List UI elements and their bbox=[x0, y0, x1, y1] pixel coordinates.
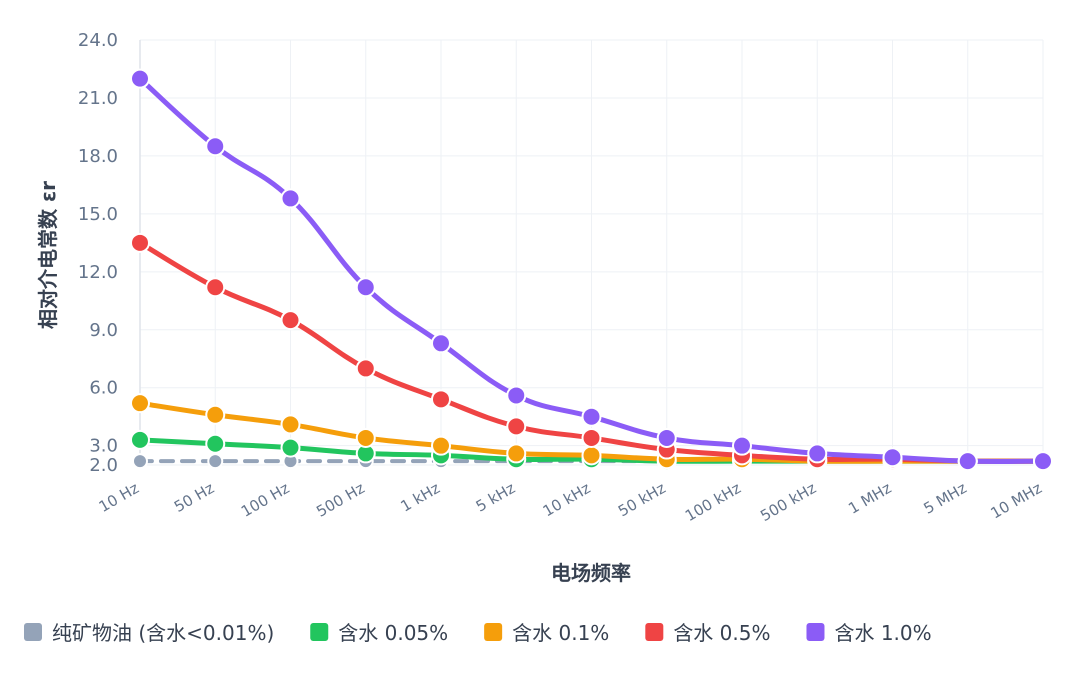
x-tick-label: 50 Hz bbox=[171, 479, 217, 516]
y-axis-title: 相对介电常数 εr bbox=[36, 181, 60, 329]
x-tick-label: 10 kHz bbox=[540, 479, 594, 520]
data-point-4-1[interactable] bbox=[205, 136, 226, 157]
x-tick-label: 5 MHz bbox=[921, 479, 970, 518]
y-tick-label: 24.0 bbox=[78, 30, 118, 51]
legend-swatch-0[interactable] bbox=[24, 623, 42, 641]
data-point-2-0[interactable] bbox=[130, 393, 150, 414]
data-point-4-2[interactable] bbox=[280, 188, 301, 209]
data-point-3-0[interactable] bbox=[130, 232, 150, 253]
x-tick-label: 100 Hz bbox=[238, 479, 293, 521]
data-point-2-1[interactable] bbox=[205, 404, 226, 425]
legend-swatch-4[interactable] bbox=[806, 623, 825, 641]
y-tick-label: 18.0 bbox=[78, 146, 118, 167]
data-point-2-6[interactable] bbox=[581, 445, 602, 466]
y-tick-label: 6.0 bbox=[89, 378, 118, 399]
series-points bbox=[130, 68, 1053, 472]
data-point-0-0[interactable] bbox=[132, 453, 148, 470]
x-tick-label: 5 kHz bbox=[473, 479, 519, 516]
legend-label-2[interactable]: 含水 0.1% bbox=[512, 621, 609, 645]
data-point-4-12[interactable] bbox=[1033, 451, 1053, 472]
legend-swatch-1[interactable] bbox=[310, 623, 329, 641]
x-tick-label: 50 kHz bbox=[615, 479, 669, 520]
data-point-2-4[interactable] bbox=[431, 435, 451, 456]
data-point-4-11[interactable] bbox=[957, 451, 978, 472]
data-point-4-9[interactable] bbox=[807, 443, 828, 464]
data-point-4-10[interactable] bbox=[882, 447, 903, 468]
legend-swatch-2[interactable] bbox=[484, 623, 503, 641]
data-point-4-8[interactable] bbox=[732, 435, 752, 456]
x-axis-title: 电场频率 bbox=[551, 561, 631, 585]
x-tick-label: 1 MHz bbox=[845, 479, 894, 518]
data-point-3-2[interactable] bbox=[280, 310, 301, 331]
x-tick-label: 1 kHz bbox=[397, 479, 443, 516]
data-point-3-3[interactable] bbox=[355, 358, 376, 379]
legend-label-0[interactable]: 纯矿物油 (含水<0.01%) bbox=[52, 621, 274, 645]
x-tick-label: 10 Hz bbox=[96, 479, 142, 516]
data-point-1-2[interactable] bbox=[280, 437, 301, 458]
y-tick-label: 3.0 bbox=[89, 436, 118, 457]
data-point-2-3[interactable] bbox=[355, 427, 376, 448]
y-tick-label: 12.0 bbox=[78, 262, 118, 283]
y-tick-label: 21.0 bbox=[78, 88, 118, 109]
legend-label-4[interactable]: 含水 1.0% bbox=[834, 621, 931, 645]
data-point-2-2[interactable] bbox=[280, 414, 301, 435]
legend: 纯矿物油 (含水<0.01%) 含水 0.05% 含水 0.1% 含水 0.5% 含水 … bbox=[24, 621, 932, 645]
data-point-3-6[interactable] bbox=[581, 427, 602, 448]
data-point-4-5[interactable] bbox=[506, 385, 527, 406]
legend-label-1[interactable]: 含水 0.05% bbox=[338, 621, 448, 645]
data-point-0-1[interactable] bbox=[207, 453, 224, 470]
data-point-1-1[interactable] bbox=[205, 433, 226, 454]
data-point-4-3[interactable] bbox=[355, 277, 376, 298]
y-tick-label: 2.0 bbox=[89, 455, 118, 476]
data-point-3-4[interactable] bbox=[431, 389, 451, 410]
x-tick-label: 10 MHz bbox=[988, 479, 1046, 523]
legend-label-3[interactable]: 含水 0.5% bbox=[673, 621, 770, 645]
legend-swatch-3[interactable] bbox=[645, 623, 664, 641]
data-point-4-4[interactable] bbox=[431, 333, 451, 354]
data-point-4-6[interactable] bbox=[581, 406, 602, 427]
data-point-2-5[interactable] bbox=[506, 443, 527, 464]
x-tick-label: 500 kHz bbox=[757, 479, 819, 525]
data-point-1-0[interactable] bbox=[130, 429, 150, 450]
y-tick-label: 15.0 bbox=[78, 204, 118, 225]
data-point-3-1[interactable] bbox=[205, 277, 226, 298]
grid bbox=[139, 39, 1044, 466]
y-tick-label: 9.0 bbox=[89, 320, 118, 341]
data-point-4-0[interactable] bbox=[130, 68, 150, 89]
x-tick-label: 100 kHz bbox=[682, 479, 744, 525]
data-point-4-7[interactable] bbox=[656, 427, 677, 448]
data-point-3-5[interactable] bbox=[506, 416, 527, 437]
x-tick-label: 500 Hz bbox=[313, 479, 368, 521]
